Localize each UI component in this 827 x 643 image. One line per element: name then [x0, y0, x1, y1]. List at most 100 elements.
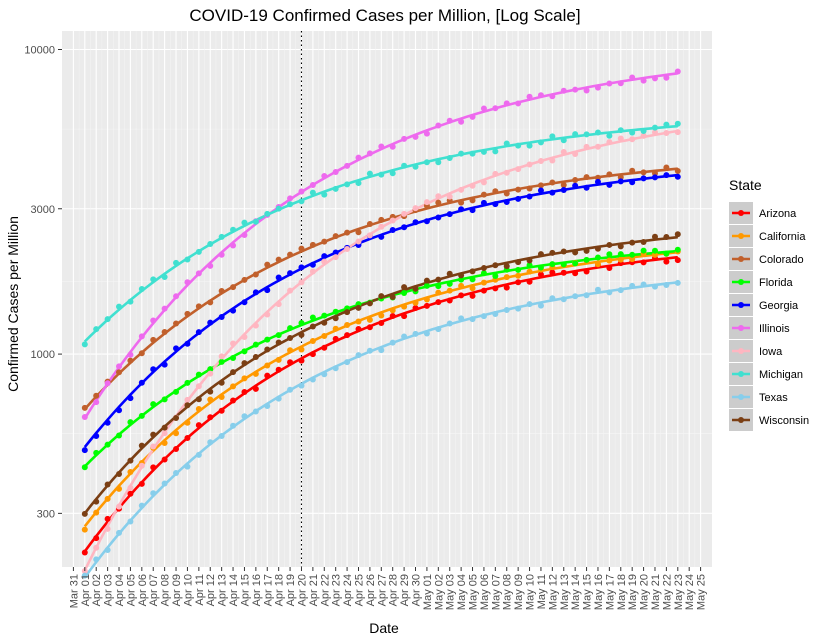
data-point: [241, 348, 248, 355]
data-point: [526, 268, 533, 275]
x-tick-label: May 07: [490, 574, 502, 610]
legend-key-point: [738, 371, 744, 377]
data-point: [173, 345, 180, 352]
data-point: [207, 370, 214, 377]
data-point: [389, 294, 396, 301]
data-point: [298, 331, 305, 338]
data-point: [298, 198, 305, 205]
data-point: [469, 207, 476, 214]
data-point: [184, 279, 191, 286]
x-tick-label: May 23: [673, 574, 685, 610]
data-point: [332, 325, 339, 332]
data-point: [560, 187, 567, 194]
data-point: [492, 148, 499, 155]
data-point: [617, 251, 624, 258]
data-point: [81, 447, 88, 454]
data-point: [93, 326, 100, 333]
data-point: [241, 334, 248, 341]
data-point: [389, 217, 396, 224]
data-point: [423, 218, 430, 225]
data-point: [332, 315, 339, 322]
data-point: [344, 332, 351, 339]
data-point: [287, 359, 294, 366]
data-point: [469, 197, 476, 204]
data-point: [412, 163, 419, 170]
data-point: [173, 430, 180, 437]
x-axis-title: Date: [369, 620, 399, 636]
x-tick-label: May 18: [616, 574, 628, 610]
data-point: [309, 181, 316, 188]
data-point: [446, 320, 453, 327]
legend-label: Arizona: [759, 208, 797, 220]
data-point: [355, 352, 362, 359]
data-point: [537, 182, 544, 189]
data-point: [594, 254, 601, 261]
data-point: [116, 432, 123, 439]
data-point: [81, 464, 88, 471]
data-point: [241, 375, 248, 382]
data-point: [606, 80, 613, 87]
data-point: [412, 205, 419, 212]
data-point: [173, 388, 180, 395]
data-point: [594, 84, 601, 91]
data-point: [378, 320, 385, 327]
data-point: [161, 480, 168, 487]
data-point: [355, 154, 362, 161]
data-point: [138, 502, 145, 509]
data-point: [572, 260, 579, 267]
data-point: [549, 295, 556, 302]
data-point: [378, 223, 385, 230]
data-point: [526, 301, 533, 308]
data-point: [355, 326, 362, 333]
data-point: [423, 282, 430, 289]
legend-key-point: [738, 325, 744, 331]
data-point: [366, 324, 373, 331]
x-tick-label: Apr 21: [308, 574, 320, 606]
data-point: [150, 336, 157, 343]
data-point: [287, 347, 294, 354]
data-point: [298, 320, 305, 327]
data-point: [526, 161, 533, 168]
legend-key-point: [738, 302, 744, 308]
data-point: [321, 172, 328, 179]
data-point: [629, 74, 636, 81]
data-point: [127, 490, 134, 497]
data-point: [560, 149, 567, 156]
data-point: [412, 305, 419, 312]
data-point: [389, 313, 396, 320]
data-point: [651, 247, 658, 254]
data-point: [435, 276, 442, 283]
data-point: [617, 127, 624, 134]
data-point: [241, 299, 248, 306]
data-point: [492, 170, 499, 177]
data-point: [161, 424, 168, 431]
data-point: [104, 380, 111, 387]
data-point: [195, 248, 202, 255]
data-point: [252, 322, 259, 329]
data-point: [526, 185, 533, 192]
data-point: [629, 136, 636, 143]
data-point: [195, 383, 202, 390]
data-point: [355, 318, 362, 325]
data-point: [515, 142, 522, 149]
data-point: [572, 293, 579, 300]
data-point: [583, 292, 590, 299]
data-point: [378, 312, 385, 319]
data-point: [332, 233, 339, 240]
data-point: [469, 316, 476, 323]
x-tick-label: May 12: [547, 574, 559, 610]
data-point: [560, 137, 567, 144]
data-point: [458, 315, 465, 322]
data-point: [435, 283, 442, 290]
data-point: [674, 168, 681, 175]
data-point: [378, 216, 385, 223]
data-point: [264, 372, 271, 379]
data-point: [515, 195, 522, 202]
data-point: [195, 405, 202, 412]
data-point: [401, 210, 408, 217]
x-tick-label: May 16: [593, 574, 605, 610]
data-point: [503, 190, 510, 197]
data-point: [298, 382, 305, 389]
data-point: [674, 129, 681, 136]
data-point: [674, 257, 681, 264]
